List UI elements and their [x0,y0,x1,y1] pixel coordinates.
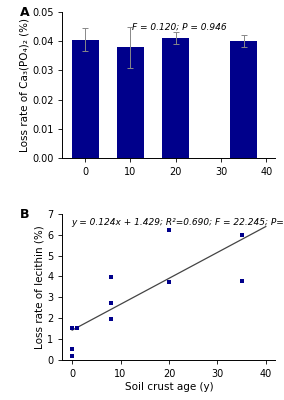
Y-axis label: Loss rate of Ca₃(PO₄)₂ (%): Loss rate of Ca₃(PO₄)₂ (%) [19,18,29,152]
Point [108,316,113,322]
Text: F = 0.120; P = 0.946: F = 0.120; P = 0.946 [132,22,227,31]
Point [70,345,74,352]
Point [70,324,74,331]
Bar [230,41,257,158]
Point [239,278,244,284]
Bar [117,47,144,158]
Point [108,299,113,306]
Point [70,353,74,359]
Bar [162,38,189,158]
X-axis label: Soil crust age (y): Soil crust age (y) [125,382,213,392]
Point [167,278,171,285]
Y-axis label: Loss rate of lecithin (%): Loss rate of lecithin (%) [34,225,44,349]
Point [75,324,79,331]
Point [239,232,244,238]
Text: A: A [20,6,30,19]
Text: y = 0.124x + 1.429; R²=0.690; F = 22.245; P=0.001: y = 0.124x + 1.429; R²=0.690; F = 22.245… [71,218,284,227]
Text: B: B [20,208,29,221]
Bar [72,40,99,158]
Point [108,274,113,281]
Point [167,227,171,234]
